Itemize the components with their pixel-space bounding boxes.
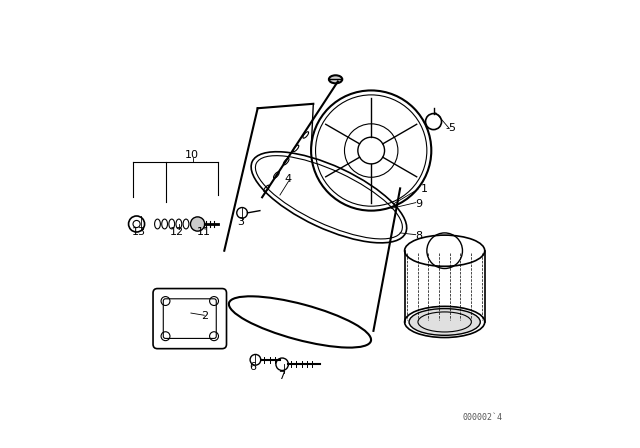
Text: 3: 3 — [237, 217, 244, 227]
Ellipse shape — [409, 309, 480, 335]
Text: 9: 9 — [415, 199, 422, 209]
Text: 13: 13 — [131, 227, 145, 237]
Text: 8: 8 — [415, 232, 422, 241]
Circle shape — [191, 217, 205, 231]
Text: 12: 12 — [170, 227, 184, 237]
Ellipse shape — [329, 75, 342, 83]
Text: 10: 10 — [185, 150, 199, 160]
Text: 1: 1 — [421, 184, 428, 194]
Text: 6: 6 — [250, 362, 257, 372]
Text: 2: 2 — [202, 311, 209, 321]
Text: 4: 4 — [284, 174, 291, 185]
Text: 7: 7 — [278, 371, 285, 381]
Text: 000002`4: 000002`4 — [463, 413, 502, 422]
Text: 11: 11 — [196, 227, 211, 237]
Text: -5: -5 — [446, 123, 457, 133]
